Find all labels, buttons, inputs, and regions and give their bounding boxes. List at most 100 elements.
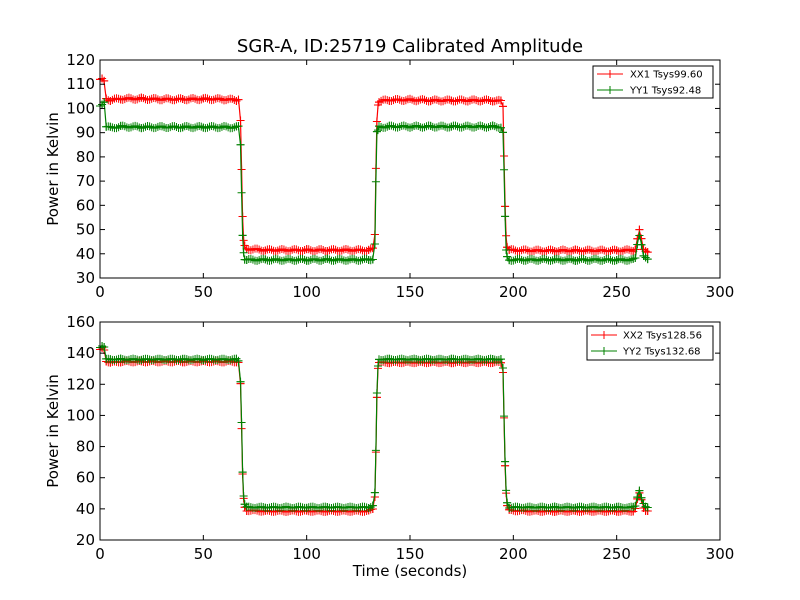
top-series-0-point	[133, 95, 142, 104]
bottom-series-1-point	[237, 418, 246, 427]
bottom-series-1-point	[98, 342, 107, 351]
top-series-1-point	[195, 122, 204, 131]
top-series-1-point	[164, 124, 173, 133]
top-series-1-point	[282, 255, 290, 264]
top-series-0-point	[558, 245, 567, 254]
bottom-series-1-point	[226, 355, 235, 364]
bottom-series-1-point	[540, 503, 549, 512]
bottom-series-1-point	[234, 356, 243, 365]
top-legend-label-xx1: XX1 Tsys99.60	[630, 70, 703, 81]
top-series-1-point	[237, 188, 246, 197]
top-series-0-point	[127, 94, 135, 103]
top-x-tick-label: 100	[292, 283, 321, 301]
top-series-0-point	[261, 246, 270, 255]
top-series-1-point	[265, 256, 274, 265]
top-series-1-point	[197, 122, 206, 131]
top-series-0-point	[317, 245, 326, 254]
top-series-0-point	[612, 246, 621, 255]
bottom-series-1-point	[571, 503, 580, 512]
top-series-0-point	[439, 97, 448, 106]
top-series-0-point	[236, 116, 245, 125]
top-series-0-point	[356, 245, 365, 254]
top-series-1-point	[629, 254, 638, 263]
top-series-1-point	[395, 122, 404, 131]
top-series-0-point	[550, 247, 559, 256]
top-series-1-point	[145, 122, 154, 131]
top-series-1-point	[482, 123, 491, 132]
top-series-1	[96, 98, 652, 265]
top-series-0-point	[534, 245, 543, 254]
bottom-series-1-point	[178, 354, 187, 363]
bottom-y-tick-label: 120	[66, 375, 95, 393]
top-series-0-point	[579, 247, 588, 256]
top-series-1-point	[465, 122, 474, 131]
top-series-1-point	[505, 256, 514, 265]
top-series-1-point	[124, 123, 133, 132]
top-series-1-point	[521, 256, 530, 265]
top-series-1-point	[325, 255, 334, 264]
top-y-tick-label: 60	[76, 196, 95, 214]
top-series-1-point	[579, 255, 588, 264]
bottom-x-tick-label: 250	[602, 545, 631, 563]
bottom-series-1-point	[271, 502, 280, 511]
top-y-tick-label: 80	[76, 148, 95, 166]
top-series-1-point	[476, 121, 485, 130]
top-series-1-point	[236, 140, 245, 149]
top-series-0-point	[137, 93, 146, 102]
top-series-1-point	[191, 123, 200, 132]
top-series-0-point	[385, 96, 394, 105]
bottom-series-1-point	[530, 503, 538, 512]
top-y-tick-label: 120	[66, 51, 95, 69]
top-series-0-point	[540, 247, 549, 256]
top-series-0-point	[182, 96, 191, 105]
top-series-1-point	[372, 127, 381, 136]
top-series-0-point	[499, 102, 507, 111]
top-series-1-point	[478, 122, 487, 131]
bottom-series-1-point	[546, 503, 555, 512]
top-series-0-point	[631, 245, 640, 254]
top-series-1-point	[370, 239, 379, 248]
top-subplot: 0 50 100 150 200 250 300 30 40 50 60 70 80 90 100 110 12…	[44, 51, 734, 301]
bottom-ticks-layer: 0 50 100 150 200 250 300 20 40 60 80 100 120 140 160	[66, 313, 734, 563]
bottom-series-1-point	[368, 501, 377, 510]
top-series-1-point	[496, 123, 505, 132]
top-series-0-point	[170, 96, 179, 105]
bottom-series-1-point	[100, 343, 109, 352]
top-series-1-point	[561, 256, 569, 265]
top-series-0-point	[112, 94, 121, 103]
top-series-1-point	[261, 255, 270, 264]
top-series-0-point	[530, 246, 538, 255]
top-series-1-point	[242, 255, 251, 264]
top-series-1-point	[546, 256, 555, 265]
bottom-series-1-point	[513, 502, 522, 511]
bottom-series-1-point	[623, 503, 631, 512]
top-series-0-point	[610, 245, 619, 254]
bottom-series-1-point	[639, 499, 648, 508]
bottom-series-1-point	[643, 503, 652, 512]
bottom-series-1-point	[505, 503, 514, 512]
top-series-1-point	[259, 254, 268, 263]
top-series-1-point	[131, 121, 140, 130]
bottom-series-1-point	[149, 355, 158, 364]
bottom-series-1-point	[482, 355, 491, 364]
top-series-1-point	[515, 254, 524, 263]
top-series-0-point	[623, 245, 631, 254]
top-series-1-point	[502, 245, 511, 254]
top-series-1-point	[209, 122, 218, 131]
top-series-1-point	[414, 122, 423, 131]
bottom-series-1-point	[501, 457, 510, 466]
top-series-0-point	[344, 245, 352, 254]
top-series-1-point	[220, 122, 228, 131]
bottom-subplot: 0 50 100 150 200 250 300 20 40 60 80 100 120 140 160 P…	[44, 313, 734, 580]
top-series-0-point	[585, 245, 594, 254]
bottom-series-1-point	[366, 503, 375, 512]
bottom-legend-label-xx2: XX2 Tsys128.56	[623, 331, 702, 342]
top-series-0-point	[240, 241, 249, 250]
top-series-1-point	[457, 123, 466, 132]
top-series-1-point	[234, 122, 243, 131]
top-series-1-point	[604, 254, 613, 263]
top-x-tick-label: 200	[499, 283, 528, 301]
top-x-tick-label: 50	[194, 283, 213, 301]
top-series-0-point	[124, 93, 133, 102]
